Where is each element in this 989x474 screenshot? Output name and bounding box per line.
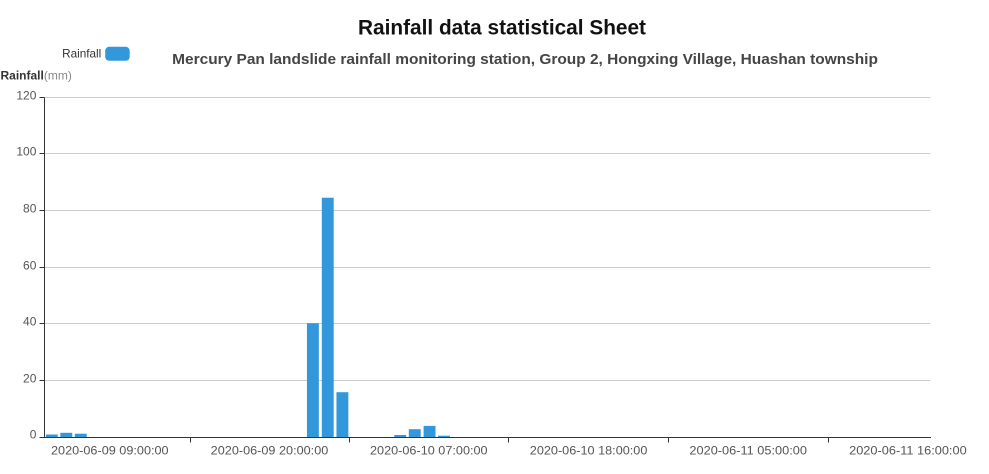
svg-text:60: 60 [23,259,37,273]
svg-text:2020-06-09 20:00:00: 2020-06-09 20:00:00 [211,443,329,457]
svg-text:Rainfall(mm): Rainfall(mm) [1,69,72,83]
svg-text:0: 0 [30,428,37,442]
svg-text:2020-06-11 05:00:00: 2020-06-11 05:00:00 [689,443,807,457]
svg-text:100: 100 [16,145,36,159]
svg-text:Rainfall: Rainfall [62,47,101,61]
svg-text:20: 20 [23,372,37,386]
svg-text:40: 40 [23,315,37,329]
svg-text:2020-06-10 18:00:00: 2020-06-10 18:00:00 [530,443,648,457]
svg-text:2020-06-09 09:00:00: 2020-06-09 09:00:00 [51,443,169,457]
svg-text:120: 120 [16,89,36,103]
svg-text:2020-06-10 07:00:00: 2020-06-10 07:00:00 [370,443,488,457]
svg-text:Rainfall data statistical Shee: Rainfall data statistical Sheet [358,17,646,40]
svg-text:2020-06-11 16:00:00: 2020-06-11 16:00:00 [849,443,967,457]
svg-text:80: 80 [23,202,37,216]
svg-text:Mercury Pan landslide rainfall: Mercury Pan landslide rainfall monitorin… [172,51,878,68]
